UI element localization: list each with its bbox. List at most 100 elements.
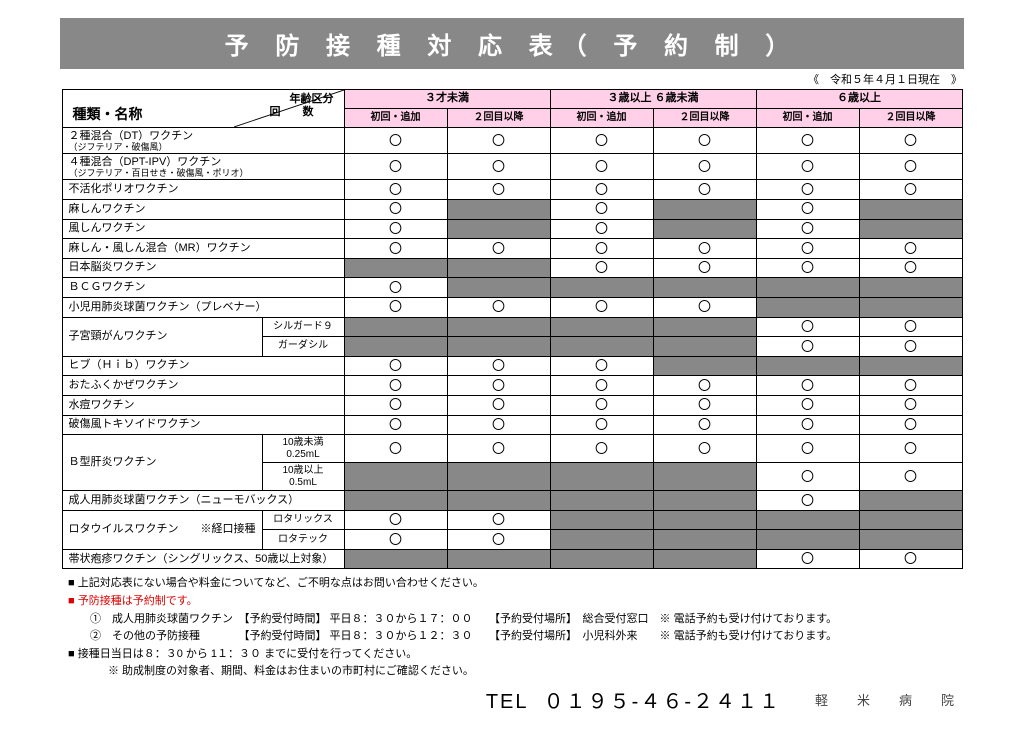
table-cell: 〇 <box>756 549 859 569</box>
vaccine-name: Ｂ型肝炎ワクチン <box>62 435 262 491</box>
table-cell: 〇 <box>859 317 962 337</box>
table-cell: 〇 <box>859 128 962 154</box>
table-cell: 〇 <box>447 297 550 317</box>
table-cell: 〇 <box>344 415 447 435</box>
table-cell: 〇 <box>550 258 653 278</box>
table-cell: 〇 <box>756 463 859 491</box>
table-cell: 〇 <box>447 530 550 550</box>
table-cell <box>756 530 859 550</box>
table-cell <box>653 463 756 491</box>
table-cell <box>756 510 859 530</box>
table-cell <box>653 337 756 357</box>
table-cell <box>344 258 447 278</box>
table-cell: 〇 <box>344 128 447 154</box>
table-cell: 〇 <box>550 239 653 259</box>
table-cell <box>653 199 756 219</box>
table-cell: 〇 <box>756 317 859 337</box>
vaccine-name: 麻しん・風しん混合（MR）ワクチン <box>62 239 344 259</box>
table-cell: 〇 <box>859 180 962 200</box>
header-rowlabel: 年齢区分 回 数 種類・名称 <box>62 90 344 128</box>
table-cell: 〇 <box>344 154 447 180</box>
table-cell <box>550 337 653 357</box>
vaccine-subname: 10歳未満 0.25mL <box>262 435 344 463</box>
table-cell <box>859 530 962 550</box>
table-cell: 〇 <box>550 395 653 415</box>
vaccine-name: 水痘ワクチン <box>62 395 344 415</box>
table-cell: 〇 <box>447 128 550 154</box>
table-cell: 〇 <box>859 415 962 435</box>
table-cell <box>550 530 653 550</box>
table-cell: 〇 <box>550 356 653 376</box>
vaccine-name: 日本脳炎ワクチン <box>62 258 344 278</box>
table-cell <box>344 337 447 357</box>
tel-label: TEL <box>486 691 529 713</box>
table-cell: 〇 <box>447 239 550 259</box>
table-cell: 〇 <box>550 297 653 317</box>
table-cell: 〇 <box>550 415 653 435</box>
vaccine-subname: ロタテック <box>262 530 344 550</box>
table-cell <box>859 297 962 317</box>
table-cell <box>756 297 859 317</box>
table-cell: 〇 <box>756 491 859 511</box>
table-cell: 〇 <box>344 510 447 530</box>
table-cell <box>344 491 447 511</box>
table-cell <box>550 510 653 530</box>
agegroup-1: ３歳以上 ６歳未満 <box>550 90 756 109</box>
table-cell <box>344 463 447 491</box>
subhdr-5: ２回目以降 <box>859 109 962 128</box>
table-cell <box>653 491 756 511</box>
table-cell: 〇 <box>447 435 550 463</box>
table-row: 麻しん・風しん混合（MR）ワクチン〇〇〇〇〇〇 <box>62 239 962 259</box>
table-cell <box>344 317 447 337</box>
note-3: ① 成人用肺炎球菌ワクチン 【予約受付時間】 平日８：３０から１７：００ 【予約… <box>68 611 956 629</box>
vaccine-name: 子宮頸がんワクチン <box>62 317 262 356</box>
table-cell: 〇 <box>344 297 447 317</box>
table-cell: 〇 <box>859 258 962 278</box>
table-cell <box>447 278 550 298</box>
table-cell: 〇 <box>756 219 859 239</box>
table-cell: 〇 <box>859 395 962 415</box>
table-cell <box>550 549 653 569</box>
table-cell: 〇 <box>653 180 756 200</box>
table-cell <box>447 463 550 491</box>
table-cell: 〇 <box>653 239 756 259</box>
table-cell: 〇 <box>756 435 859 463</box>
table-cell: 〇 <box>550 376 653 396</box>
table-cell: 〇 <box>859 239 962 259</box>
table-cell: 〇 <box>653 435 756 463</box>
table-cell: 〇 <box>756 395 859 415</box>
notes: ■ 上記対応表にない場合や料金についてなど、ご不明な点はお問い合わせください。 … <box>68 575 956 681</box>
vaccine-name: 不活化ポリオワクチン <box>62 180 344 200</box>
table-cell <box>550 317 653 337</box>
table-cell: 〇 <box>756 415 859 435</box>
table-cell <box>447 337 550 357</box>
header-diag-type: 種類・名称 <box>73 106 143 123</box>
table-row: 風しんワクチン〇〇〇 <box>62 219 962 239</box>
table-cell <box>653 549 756 569</box>
table-cell: 〇 <box>859 154 962 180</box>
table-row: 成人用肺炎球菌ワクチン（ニューモバックス）〇 <box>62 491 962 511</box>
table-cell: 〇 <box>447 356 550 376</box>
table-cell <box>859 356 962 376</box>
table-cell: 〇 <box>550 154 653 180</box>
table-cell: 〇 <box>756 128 859 154</box>
table-cell: 〇 <box>550 180 653 200</box>
table-cell: 〇 <box>859 463 962 491</box>
table-cell: 〇 <box>344 239 447 259</box>
table-cell: 〇 <box>447 180 550 200</box>
table-row: ２種混合（DT）ワクチン（ジフテリア・破傷風）〇〇〇〇〇〇 <box>62 128 962 154</box>
table-cell: 〇 <box>550 199 653 219</box>
tel-number: ０１９５-４６-２４１１ <box>544 691 781 713</box>
table-cell <box>447 549 550 569</box>
table-row: Ｂ型肝炎ワクチン10歳未満 0.25mL〇〇〇〇〇〇 <box>62 435 962 463</box>
subhdr-1: ２回目以降 <box>447 109 550 128</box>
subhdr-3: ２回目以降 <box>653 109 756 128</box>
table-cell: 〇 <box>756 337 859 357</box>
table-cell: 〇 <box>550 435 653 463</box>
table-cell <box>447 491 550 511</box>
vaccine-name: ４種混合（DPT-IPV）ワクチン（ジフテリア・百日せき・破傷風・ポリオ） <box>62 154 344 180</box>
vaccine-name: 破傷風トキソイドワクチン <box>62 415 344 435</box>
table-cell <box>653 219 756 239</box>
vaccine-name: 風しんワクチン <box>62 219 344 239</box>
table-cell: 〇 <box>653 128 756 154</box>
